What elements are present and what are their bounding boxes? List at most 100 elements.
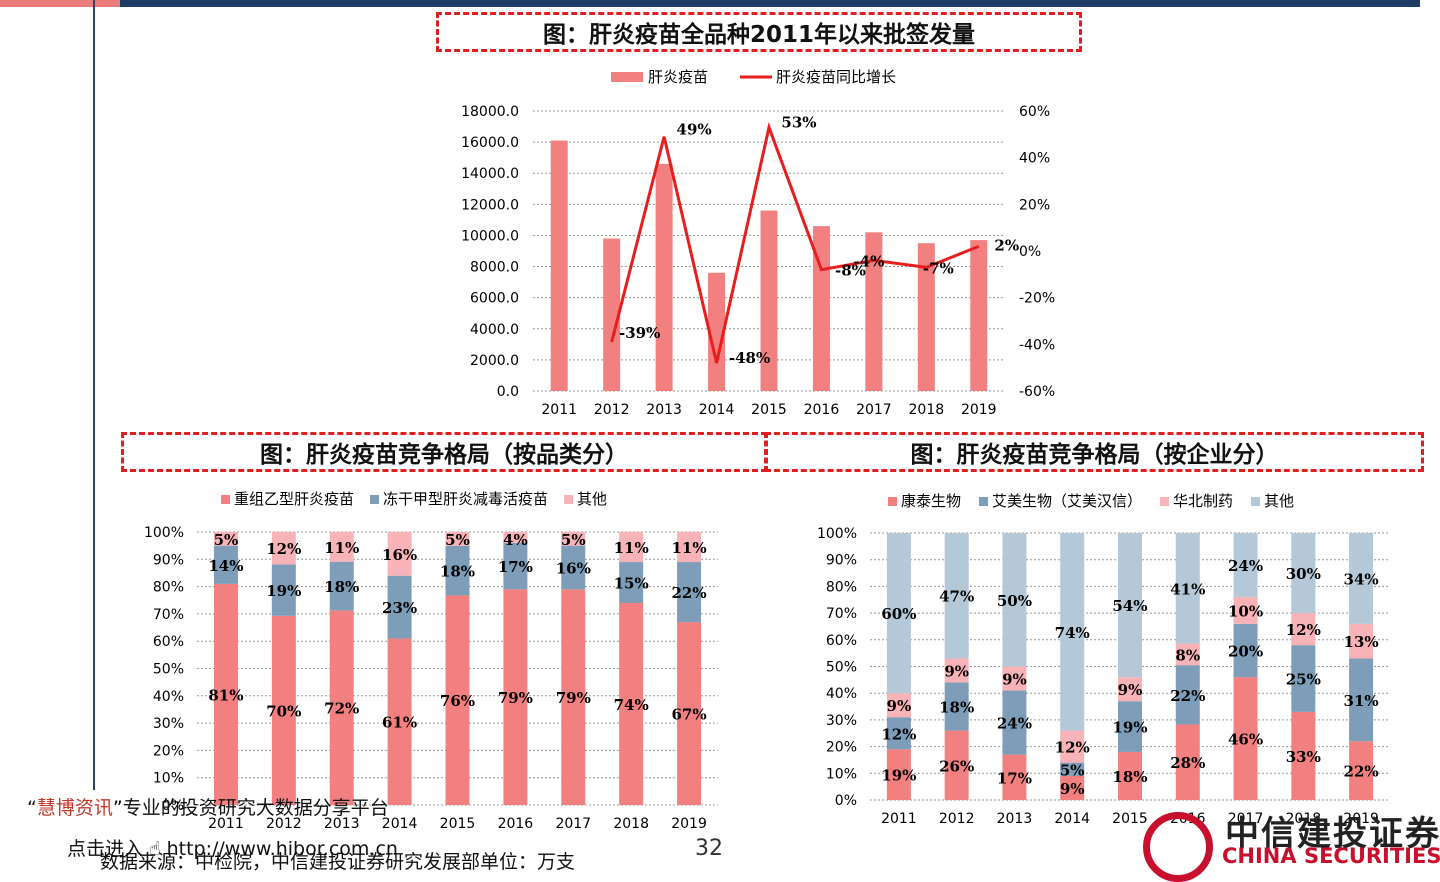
segment-label: 33% (1286, 748, 1321, 766)
y-tick: 60% (153, 634, 184, 650)
segment-2014 (387, 638, 412, 805)
segment-2018 (1291, 613, 1316, 646)
legend-swatch (979, 497, 988, 506)
segment-label: 20% (1228, 642, 1263, 660)
y-left-tick: 2000.0 (470, 353, 519, 369)
y-tick: 30% (153, 716, 184, 732)
y-right-tick: -20% (1019, 291, 1055, 307)
segment-2014 (1060, 533, 1085, 731)
legend-swatch (1251, 497, 1260, 506)
y-left-tick: 4000.0 (470, 322, 519, 338)
x-tick: 2012 (266, 816, 302, 832)
x-tick: 2011 (541, 402, 577, 418)
segment-2019 (677, 622, 702, 805)
y-tick: 90% (153, 552, 184, 568)
segment-label: 18% (1112, 768, 1147, 786)
segment-label: 12% (1286, 621, 1321, 639)
growth-label: -8% (835, 262, 866, 280)
y-tick: 50% (153, 662, 184, 678)
chart3-title: 图：肝炎疫苗竞争格局（按企业分） (765, 432, 1424, 472)
segment-label: 17% (498, 558, 533, 576)
segment-2017 (561, 532, 586, 546)
segment-label: 5% (445, 531, 470, 549)
y-tick: 40% (153, 689, 184, 705)
company-logo-icon (1143, 812, 1213, 882)
segment-label: 31% (1344, 692, 1379, 710)
bar-2011 (550, 140, 568, 391)
segment-2015 (1118, 677, 1142, 702)
segment-2011 (886, 533, 911, 694)
x-tick: 2013 (646, 402, 682, 418)
segment-label: 47% (939, 588, 974, 606)
segment-label: 22% (1170, 687, 1205, 705)
segment-label: 10% (1228, 602, 1263, 620)
legend-swatch (888, 497, 897, 506)
segment-2015 (445, 545, 470, 596)
segment-2017 (1233, 597, 1258, 624)
footer-slogan: “慧博资讯”专业的投资研究大数据分享平台 (27, 793, 389, 820)
x-tick: 2018 (909, 402, 945, 418)
segment-label: 79% (498, 689, 533, 707)
segment-2014 (387, 532, 412, 576)
segment-label: 24% (1228, 557, 1263, 575)
legend-swatch (221, 495, 230, 504)
segment-label: 50% (997, 592, 1032, 610)
segment-label: 26% (939, 757, 974, 775)
segment-2019 (1349, 741, 1374, 800)
segment-2013 (329, 561, 354, 611)
x-tick: 2016 (498, 816, 534, 832)
x-tick: 2017 (856, 402, 892, 418)
brand-name[interactable]: 慧博资讯 (36, 797, 113, 819)
segment-label: 25% (1286, 671, 1321, 689)
segment-label: 60% (881, 605, 916, 623)
y-right-tick: -60% (1019, 384, 1055, 400)
growth-label: 49% (677, 121, 712, 139)
segment-label: 23% (382, 599, 417, 617)
segment-2017 (1233, 533, 1258, 598)
segment-label: 79% (556, 689, 591, 707)
x-tick: 2017 (555, 816, 591, 832)
y-left-tick: 16000.0 (461, 135, 519, 151)
segment-2016 (1175, 665, 1200, 725)
chart2-title: 图：肝炎疫苗竞争格局（按品类分） (121, 432, 767, 472)
segment-label: 22% (671, 584, 706, 602)
segment-label: 5% (561, 531, 586, 549)
segment-label: 9% (887, 697, 912, 715)
segment-label: 70% (266, 702, 301, 720)
x-tick: 2015 (1112, 811, 1148, 827)
segment-2019 (677, 562, 702, 623)
bar-2016 (812, 226, 830, 391)
segment-label: 15% (614, 575, 649, 593)
segment-label: 5% (214, 531, 239, 549)
y-left-tick: 0.0 (497, 384, 519, 400)
footer-url-link[interactable]: http://www.hibor.com.cn (166, 838, 398, 860)
segment-label: 9% (944, 663, 969, 681)
segment-label: 11% (614, 539, 649, 557)
segment-2017 (561, 589, 586, 805)
x-tick: 2011 (208, 816, 244, 832)
y-tick: 100% (817, 526, 857, 542)
segment-label: 12% (266, 540, 301, 558)
bar-2014 (708, 272, 726, 391)
segment-2018 (1291, 711, 1316, 800)
segment-2013 (1002, 666, 1027, 691)
segment-label: 4% (503, 531, 528, 549)
segment-label: 54% (1112, 597, 1147, 615)
segment-2012 (944, 730, 969, 800)
page-number: 32 (695, 836, 723, 861)
legend-label: 其他 (1264, 492, 1294, 510)
y-tick: 70% (153, 607, 184, 623)
logo-en-text: CHINA SECURITIES (1222, 844, 1440, 868)
enter-label: 点击进入 (67, 838, 144, 860)
segment-2015 (1118, 701, 1142, 752)
segment-2014 (1060, 775, 1085, 800)
segment-2011 (886, 717, 911, 750)
y-right-tick: 40% (1019, 151, 1050, 167)
legend-swatch (564, 495, 573, 504)
segment-2012 (944, 658, 969, 683)
segment-2011 (213, 583, 238, 805)
y-left-tick: 8000.0 (470, 260, 519, 276)
segment-label: 76% (440, 692, 475, 710)
logo-cn-text: 中信建投证券 (1225, 814, 1440, 854)
